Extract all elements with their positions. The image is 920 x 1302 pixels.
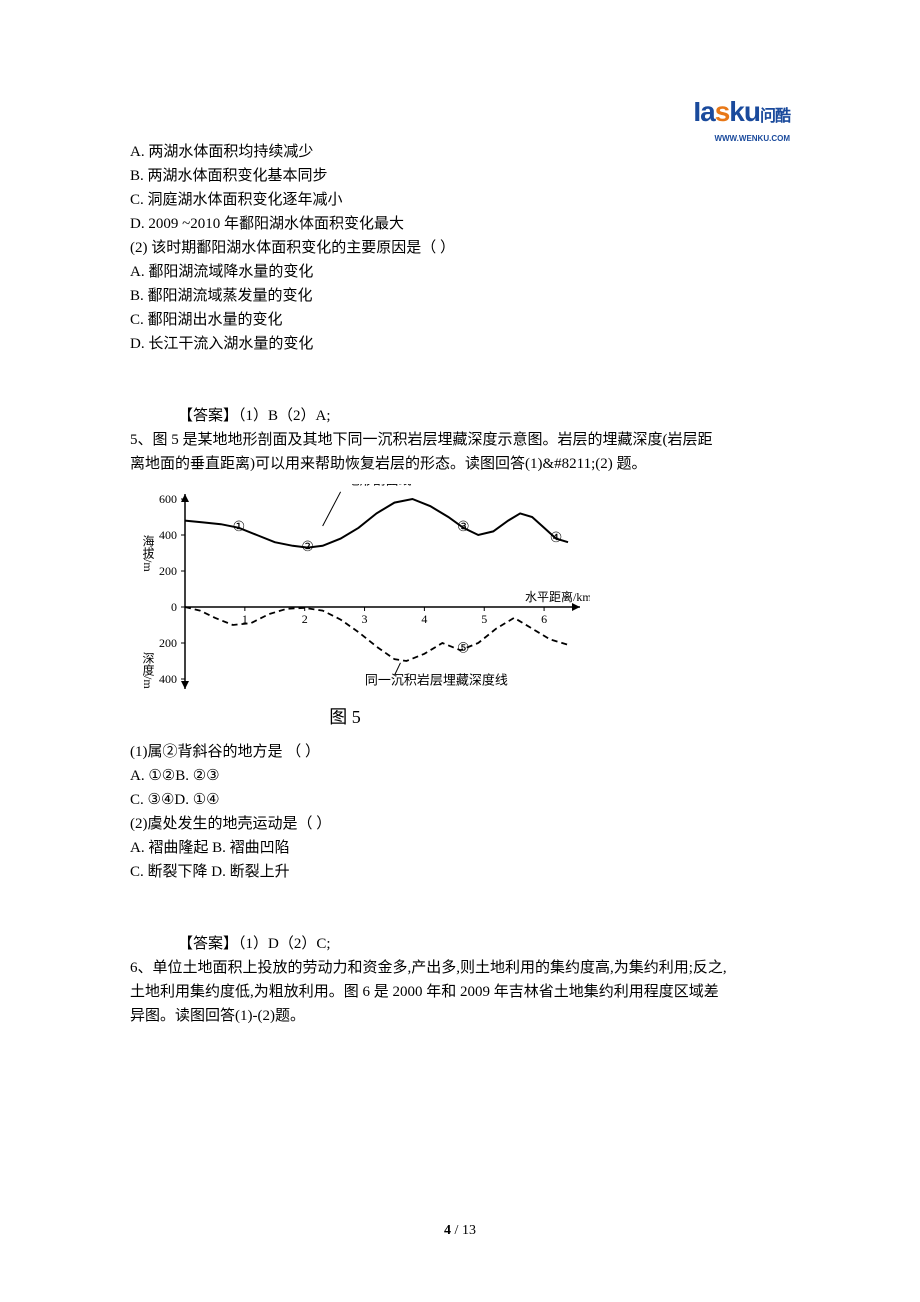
- svg-text:海拔/m: 海拔/m: [141, 534, 155, 573]
- logo-text-ia: Ia: [693, 96, 714, 127]
- svg-text:200: 200: [159, 636, 177, 650]
- svg-text:400: 400: [159, 528, 177, 542]
- svg-text:地形剖面线: 地形剖面线: [347, 484, 412, 488]
- svg-text:600: 600: [159, 492, 177, 506]
- svg-text:4: 4: [421, 612, 427, 626]
- q5-sub2-stem: (2)虞处发生的地壳运动是（ ）: [130, 812, 790, 836]
- svg-text:6: 6: [541, 612, 547, 626]
- logo-text-cn: 问酷: [760, 109, 790, 125]
- page-number: 4 / 13: [0, 1220, 920, 1242]
- q4-sub2-opt-a: A. 鄱阳湖流域降水量的变化: [130, 260, 790, 284]
- figure-5-caption: 图 5: [0, 703, 790, 732]
- svg-text:①: ①: [233, 520, 246, 535]
- q6-stem-line3: 异图。读图回答(1)-(2)题。: [130, 1004, 790, 1028]
- logo-text-ku: ku: [729, 96, 760, 127]
- q5-sub2-opt-ab: A. 褶曲隆起 B. 褶曲凹陷: [130, 836, 790, 860]
- svg-text:深度/m: 深度/m: [141, 652, 155, 690]
- q5-stem-line2: 离地面的垂直距离)可以用来帮助恢复岩层的形态。读图回答(1)&#8211;(2)…: [130, 452, 790, 476]
- figure-5-svg: 6004002000200400123456海拔/m深度/m水平距离/km地形剖…: [130, 484, 590, 699]
- svg-text:2: 2: [302, 612, 308, 626]
- q4-sub2-opt-d: D. 长江干流入湖水量的变化: [130, 332, 790, 356]
- q6-stem-line2: 土地利用集约度低,为粗放利用。图 6 是 2000 年和 2009 年吉林省土地…: [130, 980, 790, 1004]
- figure-5: 6004002000200400123456海拔/m深度/m水平距离/km地形剖…: [130, 484, 790, 732]
- page-current: 4: [444, 1223, 451, 1238]
- svg-text:400: 400: [159, 672, 177, 686]
- svg-text:②: ②: [301, 540, 314, 555]
- q4-answer: 【答案】（1）B（2）A;: [130, 404, 790, 428]
- q5-sub2-opt-cd: C. 断裂下降 D. 断裂上升: [130, 860, 790, 884]
- q5-sub1-opt-cd: C. ③④D. ①④: [130, 788, 790, 812]
- q5-answer: 【答案】（1）D（2）C;: [130, 932, 790, 956]
- q4-opt-a: A. 两湖水体面积均持续减少: [130, 140, 790, 164]
- q5-sub1-stem: (1)属②背斜谷的地方是 （ ）: [130, 740, 790, 764]
- svg-text:3: 3: [362, 612, 368, 626]
- page-sep: /: [451, 1223, 462, 1238]
- svg-text:同一沉积岩层埋藏深度线: 同一沉积岩层埋藏深度线: [365, 672, 508, 687]
- svg-text:水平距离/km: 水平距离/km: [525, 589, 590, 604]
- logo-text-s: s: [715, 96, 730, 127]
- svg-text:③: ③: [457, 520, 470, 535]
- svg-text:⑤: ⑤: [457, 642, 470, 657]
- q4-sub2-opt-c: C. 鄱阳湖出水量的变化: [130, 308, 790, 332]
- document-content: A. 两湖水体面积均持续减少 B. 两湖水体面积变化基本同步 C. 洞庭湖水体面…: [130, 140, 790, 1028]
- logo-subtext: WWW.WENKU.COM: [693, 133, 790, 146]
- svg-text:0: 0: [171, 600, 177, 614]
- svg-text:④: ④: [550, 531, 563, 546]
- page-total: 13: [462, 1223, 476, 1238]
- q4-sub2-stem: (2) 该时期鄱阳湖水体面积变化的主要原因是（ ）: [130, 236, 790, 260]
- site-logo: Iasku问酷 WWW.WENKU.COM: [693, 90, 790, 146]
- svg-text:200: 200: [159, 564, 177, 578]
- q5-sub1-opt-ab: A. ①②B. ②③: [130, 764, 790, 788]
- q4-opt-d: D. 2009 ~2010 年鄱阳湖水体面积变化最大: [130, 212, 790, 236]
- q4-sub2-opt-b: B. 鄱阳湖流域蒸发量的变化: [130, 284, 790, 308]
- svg-text:5: 5: [481, 612, 487, 626]
- q5-stem-line1: 5、图 5 是某地地形剖面及其地下同一沉积岩层埋藏深度示意图。岩层的埋藏深度(岩…: [130, 428, 790, 452]
- q4-opt-c: C. 洞庭湖水体面积变化逐年减小: [130, 188, 790, 212]
- q6-stem-line1: 6、单位土地面积上投放的劳动力和资金多,产出多,则土地利用的集约度高,为集约利用…: [130, 956, 790, 980]
- q4-opt-b: B. 两湖水体面积变化基本同步: [130, 164, 790, 188]
